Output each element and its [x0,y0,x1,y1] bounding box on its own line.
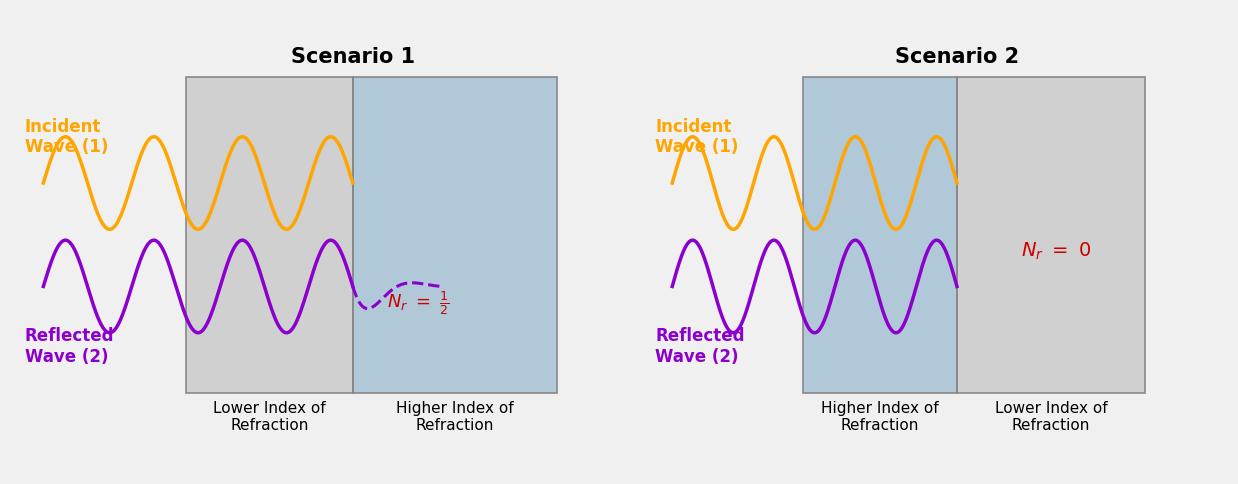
Text: Higher Index of
Refraction: Higher Index of Refraction [821,401,938,433]
Text: Incident
Wave (1): Incident Wave (1) [655,118,739,156]
Text: $N_r\ =\ 0$: $N_r\ =\ 0$ [1021,241,1092,262]
Bar [957,77,1145,393]
Text: Incident
Wave (1): Incident Wave (1) [25,118,108,156]
Text: Higher Index of
Refraction: Higher Index of Refraction [396,401,514,433]
Bar [186,77,353,393]
Text: Lower Index of
Refraction: Lower Index of Refraction [994,401,1107,433]
Text: Reflected
Wave (2): Reflected Wave (2) [655,327,744,366]
Text: Scenario 1: Scenario 1 [291,47,415,67]
Bar [803,77,957,393]
Text: Lower Index of
Refraction: Lower Index of Refraction [213,401,326,433]
Bar [353,77,557,393]
Text: Reflected
Wave (2): Reflected Wave (2) [25,327,114,366]
Text: $N_r\ =\ \frac{1}{2}$: $N_r\ =\ \frac{1}{2}$ [386,289,449,317]
Text: Scenario 2: Scenario 2 [895,47,1019,67]
